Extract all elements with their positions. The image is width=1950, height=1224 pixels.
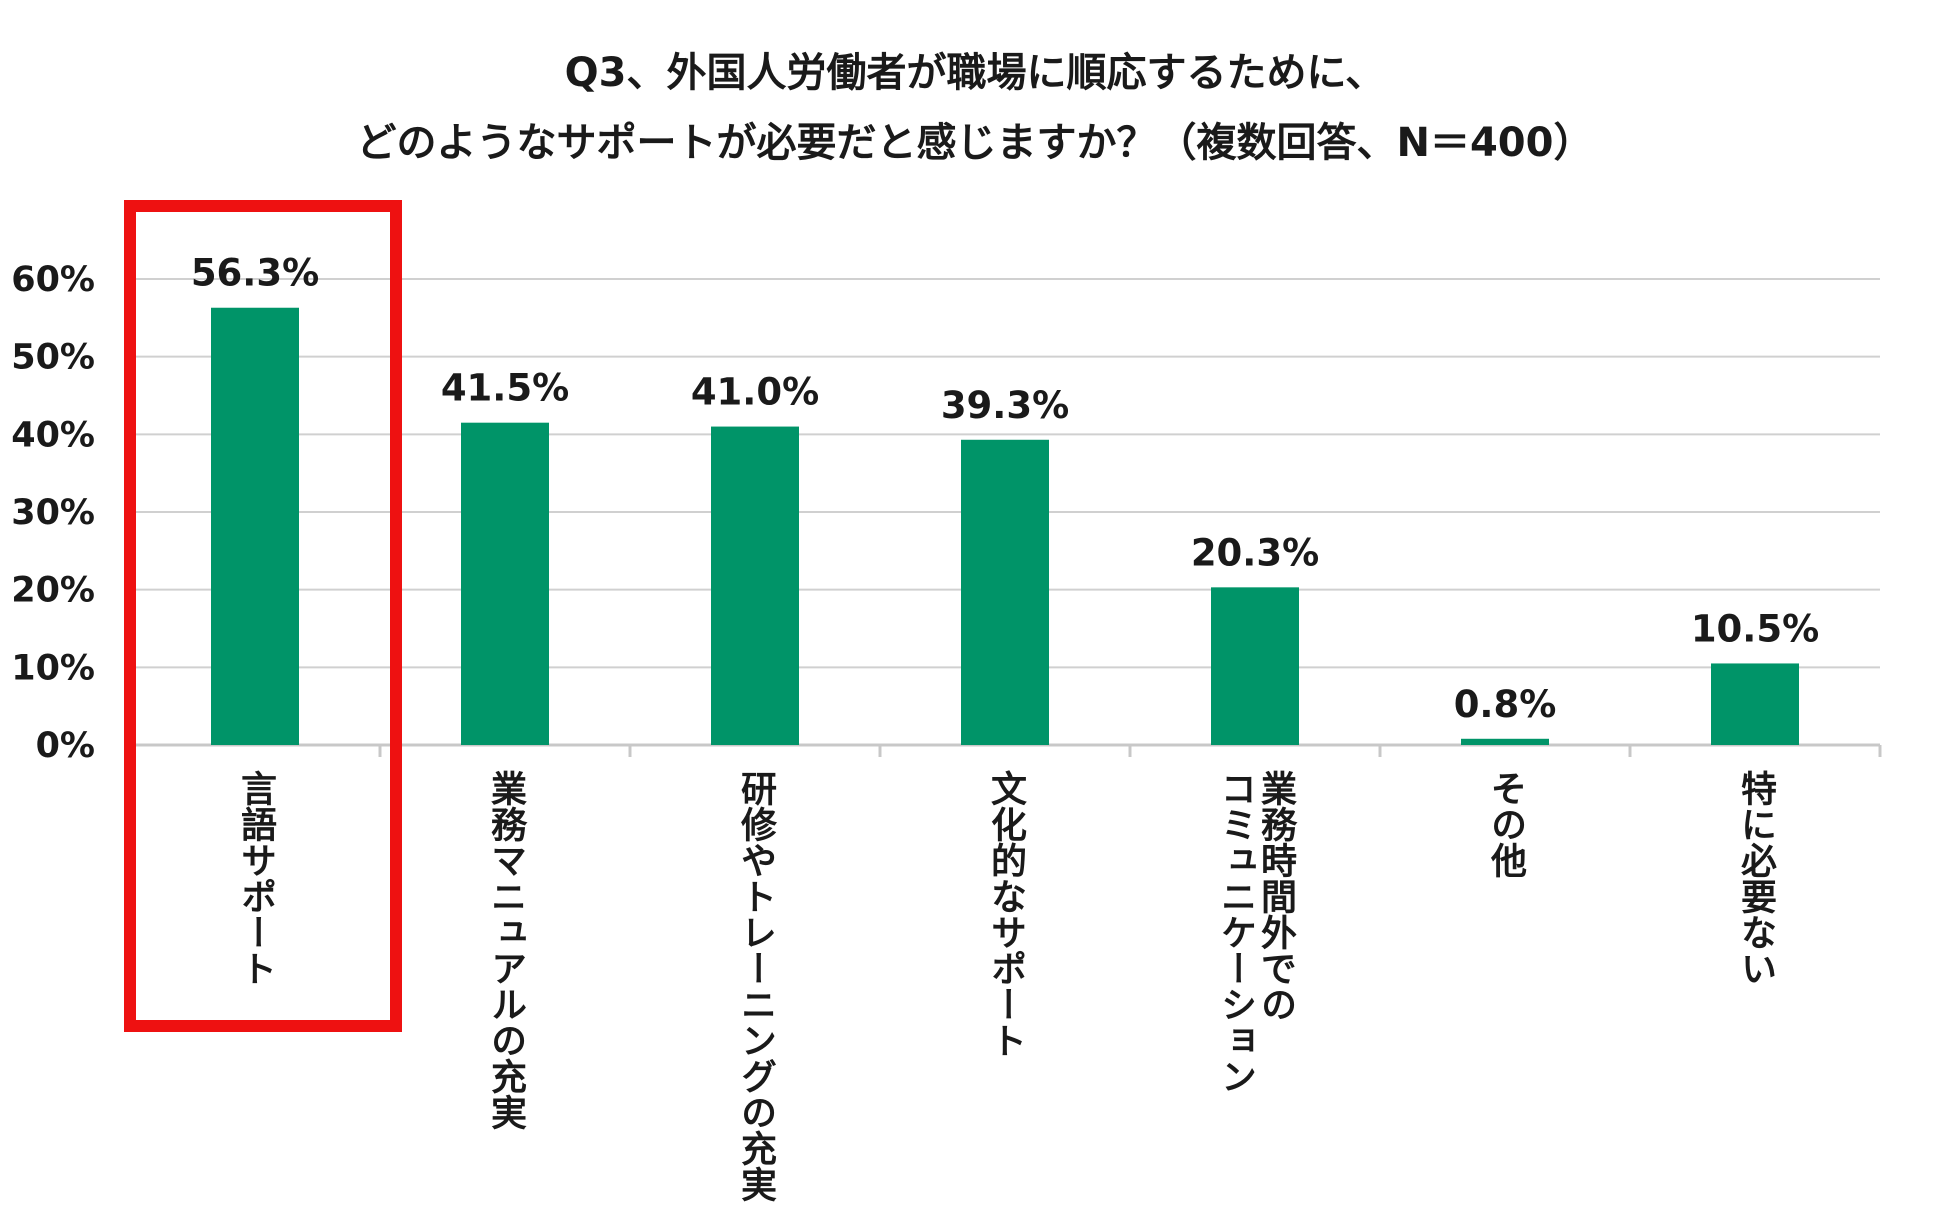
data-labels: 56.3% 41.5% 41.0% 39.3% 20.3% 0.8% 10.5% bbox=[191, 252, 1819, 726]
y-tick-label: 40% bbox=[11, 415, 95, 455]
y-tick-label: 20% bbox=[11, 571, 95, 611]
bar bbox=[461, 422, 549, 745]
y-tick-label: 0% bbox=[36, 726, 95, 766]
x-category-label: 文化的なサポート bbox=[985, 770, 1026, 1058]
bar bbox=[1461, 738, 1549, 745]
bar bbox=[711, 426, 799, 745]
bar bbox=[211, 307, 299, 745]
x-category-label: コミュニケーション bbox=[1215, 770, 1256, 1094]
x-category-label: 特に必要ない bbox=[1735, 770, 1776, 986]
bar bbox=[961, 439, 1049, 745]
y-axis-ticks: 0% 10% 20% 30% 40% 50% 60% bbox=[11, 260, 95, 766]
x-category-label: 研修やトレーニングの充実 bbox=[735, 770, 776, 1202]
bars bbox=[211, 307, 1799, 745]
y-tick-label: 10% bbox=[11, 648, 95, 688]
bar bbox=[1711, 663, 1799, 745]
data-label: 41.5% bbox=[441, 367, 569, 410]
chart-title-line-2: どのようなサポートが必要だと感じますか？（複数回答、N＝400） bbox=[356, 120, 1594, 166]
x-category-label: 業務マニュアルの充実 bbox=[485, 770, 526, 1130]
data-label: 20.3% bbox=[1191, 531, 1319, 574]
x-category-label: 業務時間外での bbox=[1255, 770, 1296, 1022]
highlight-box bbox=[124, 200, 402, 1032]
y-tick-label: 30% bbox=[11, 493, 95, 533]
data-label: 0.8% bbox=[1454, 683, 1557, 726]
y-tick-label: 50% bbox=[11, 338, 95, 378]
chart-title-line-1: Q3、外国人労働者が職場に順応するために、 bbox=[564, 50, 1386, 96]
y-tick-label: 60% bbox=[11, 260, 95, 300]
x-category-label: その他 bbox=[1485, 770, 1526, 878]
bar bbox=[1211, 587, 1299, 745]
x-category-label: 言語サポート bbox=[235, 770, 276, 986]
data-label: 10.5% bbox=[1691, 607, 1819, 650]
data-label: 39.3% bbox=[941, 384, 1069, 427]
data-label: 41.0% bbox=[691, 371, 819, 414]
data-label: 56.3% bbox=[191, 252, 319, 295]
